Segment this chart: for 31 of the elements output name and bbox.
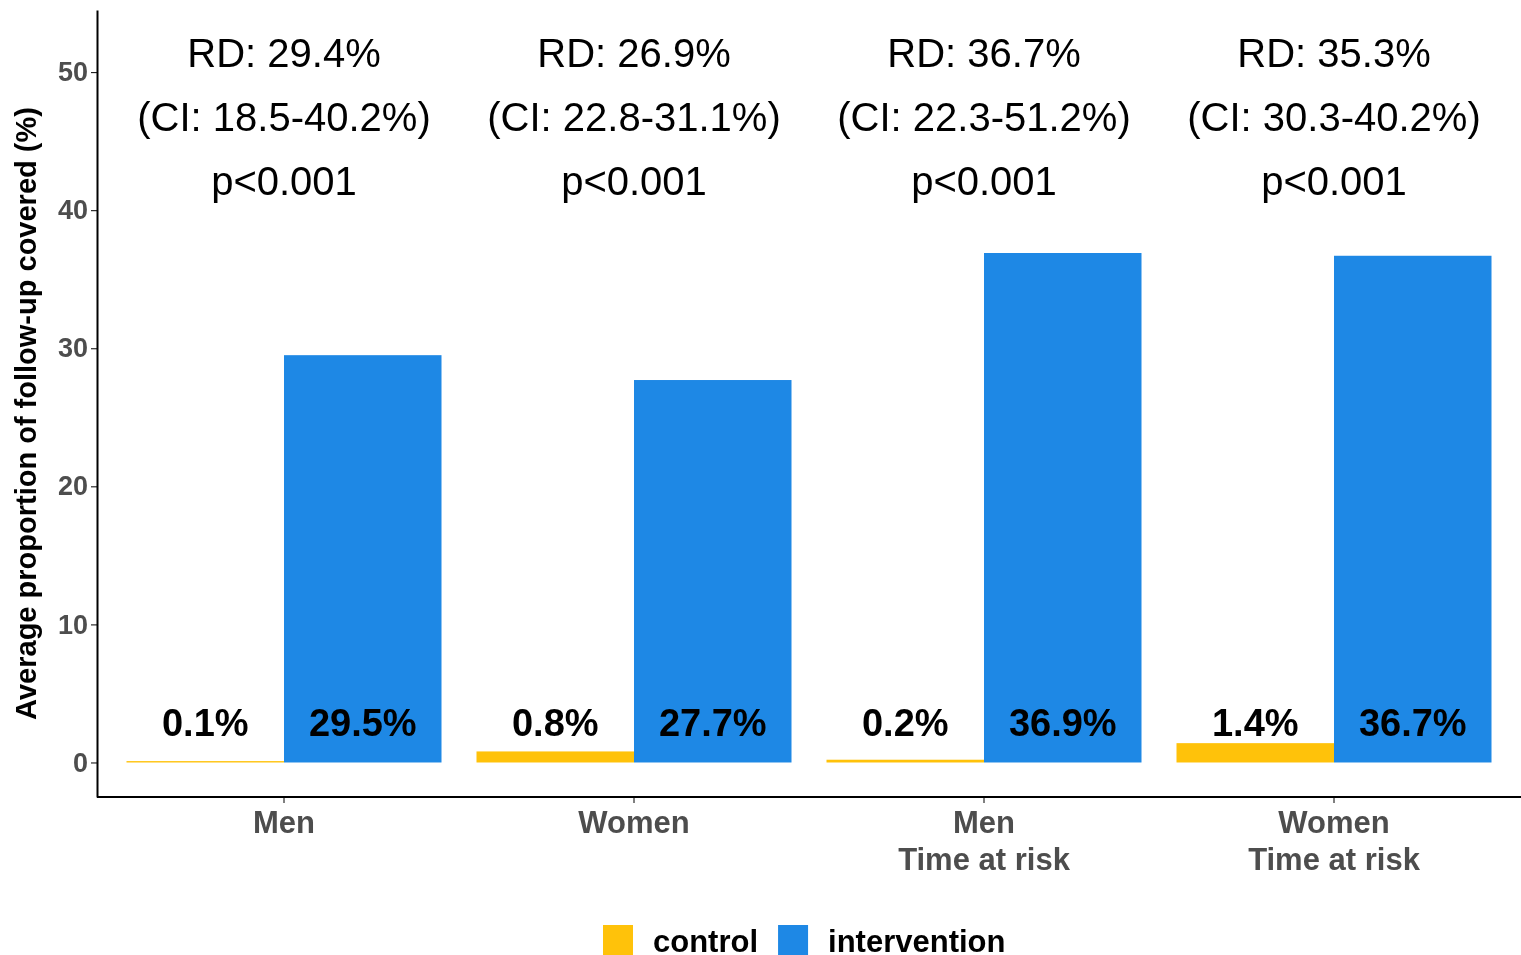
legend-label: control xyxy=(653,924,759,955)
x-tick-label: Men Time at risk xyxy=(898,805,1071,877)
bar xyxy=(1176,743,1334,763)
x-tick-label: Women xyxy=(578,805,690,840)
y-tick-label: 40 xyxy=(57,195,88,226)
bar xyxy=(984,253,1142,763)
annotation: RD: 29.4% (CI: 18.5-40.2%) p<0.001 xyxy=(137,31,431,203)
y-tick-label: 0 xyxy=(72,747,88,778)
data-label: 0.1% xyxy=(161,702,249,745)
annotation: RD: 35.3% (CI: 30.3-40.2%) p<0.001 xyxy=(1187,31,1481,203)
data-label: 0.2% xyxy=(861,702,949,745)
bar xyxy=(634,380,792,763)
y-tick-label: 10 xyxy=(57,609,88,640)
bar xyxy=(476,751,634,763)
legend-label: intervention xyxy=(828,924,1006,955)
y-tick-label: 30 xyxy=(57,333,88,364)
annotation: RD: 26.9% (CI: 22.8-31.1%) p<0.001 xyxy=(487,31,781,203)
data-label: 36.7% xyxy=(1358,702,1467,745)
bar xyxy=(284,355,442,763)
data-label: 27.7% xyxy=(658,702,767,745)
annotation: RD: 36.7% (CI: 22.3-51.2%) p<0.001 xyxy=(837,31,1131,203)
x-tick-label: Men xyxy=(253,805,315,840)
data-label: 29.5% xyxy=(308,702,417,745)
data-label: 36.9% xyxy=(1008,702,1117,745)
data-label: 0.8% xyxy=(511,702,599,745)
y-tick-label: 20 xyxy=(57,471,88,502)
bar xyxy=(1334,255,1492,763)
y-tick-label: 50 xyxy=(57,57,88,88)
data-label: 1.4% xyxy=(1211,702,1299,745)
x-tick-label: Women Time at risk xyxy=(1248,805,1421,877)
y-axis-title: Average proportion of follow-up covered (%) xyxy=(10,107,42,720)
